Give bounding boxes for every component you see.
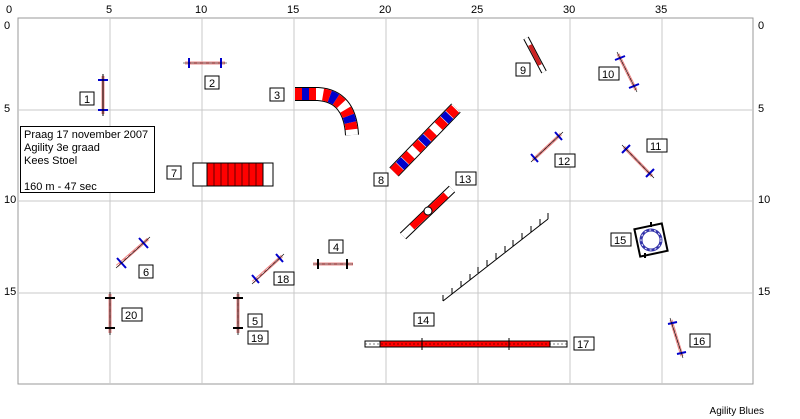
- x-tick-20: 20: [379, 4, 391, 16]
- svg-text:3: 3: [274, 90, 280, 102]
- x-tick-30: 30: [563, 4, 575, 16]
- x-tick-25: 25: [471, 4, 483, 16]
- svg-text:14: 14: [417, 315, 429, 327]
- label-3: 3: [269, 87, 285, 102]
- svg-text:18: 18: [277, 274, 289, 286]
- svg-text:8: 8: [378, 175, 384, 187]
- y-tick-left-10: 10: [4, 194, 16, 206]
- label-7: 7: [166, 165, 182, 180]
- jump-11: [621, 144, 655, 179]
- jump-9: [523, 36, 547, 74]
- x-tick-10: 10: [195, 4, 207, 16]
- label-12: 12: [554, 153, 576, 168]
- label-4: 4: [328, 239, 344, 254]
- svg-text:20: 20: [125, 310, 137, 322]
- label-11: 11: [646, 138, 668, 153]
- number-labels: 1 2 3 4 5 6 7 8 9 10 11 12 13 14 15 16 1…: [79, 62, 711, 351]
- judge-line: Kees Stoel: [24, 155, 78, 167]
- jump-18: [251, 253, 285, 285]
- svg-text:1: 1: [84, 94, 90, 106]
- svg-text:9: 9: [520, 65, 526, 77]
- y-tick-right-0: 0: [758, 20, 764, 32]
- y-tick-left-5: 5: [4, 103, 10, 115]
- y-tick-right-10: 10: [758, 194, 770, 206]
- jump-12: [530, 131, 564, 163]
- jump-16: [667, 317, 687, 359]
- label-8: 8: [373, 172, 389, 187]
- jump-6: [115, 236, 151, 269]
- grid: [18, 18, 753, 384]
- label-20: 20: [121, 307, 143, 322]
- x-tick-0: 0: [6, 4, 12, 16]
- weave-poles-14: [442, 213, 549, 302]
- event-line: Praag 17 november 2007: [24, 129, 149, 141]
- jump-10: [614, 51, 640, 93]
- y-ticks-right: 0 5 10 15: [758, 20, 770, 298]
- svg-text:6: 6: [143, 267, 149, 279]
- label-9: 9: [515, 62, 531, 77]
- label-19: 19: [247, 330, 269, 345]
- label-15: 15: [610, 232, 632, 247]
- y-tick-right-5: 5: [758, 103, 764, 115]
- svg-text:10: 10: [602, 69, 614, 81]
- label-14: 14: [413, 312, 435, 327]
- label-16: 16: [689, 333, 711, 348]
- y-ticks-left: 0 5 10 15: [4, 20, 16, 298]
- y-tick-left-15: 15: [4, 286, 16, 298]
- jump-1: [98, 74, 108, 116]
- svg-text:19: 19: [251, 333, 263, 345]
- label-10: 10: [598, 66, 620, 81]
- y-tick-right-15: 15: [758, 286, 770, 298]
- class-line: Agility 3e graad: [24, 142, 100, 154]
- svg-text:4: 4: [333, 242, 339, 254]
- svg-text:2: 2: [209, 78, 215, 90]
- length-time-line: 160 m - 47 sec: [24, 181, 97, 193]
- x-tick-15: 15: [287, 4, 299, 16]
- svg-text:16: 16: [693, 336, 705, 348]
- label-13: 13: [455, 171, 477, 186]
- tire-15: [633, 222, 669, 258]
- svg-text:7: 7: [171, 168, 177, 180]
- label-6: 6: [138, 264, 154, 279]
- jump-20: [105, 292, 115, 335]
- svg-text:17: 17: [577, 339, 589, 351]
- x-ticks: 0 5 10 15 20 25 30 35: [6, 4, 667, 16]
- footer-credit: Agility Blues: [709, 406, 764, 417]
- seesaw-13: [399, 185, 456, 240]
- svg-text:11: 11: [650, 141, 661, 153]
- jump-4: [313, 259, 353, 269]
- dogwalk-17: [364, 338, 568, 350]
- label-1: 1: [79, 91, 95, 106]
- tunnel-8: [389, 103, 461, 177]
- svg-text:15: 15: [614, 235, 626, 247]
- label-2: 2: [204, 75, 220, 90]
- x-tick-5: 5: [106, 4, 112, 16]
- label-17: 17: [573, 336, 595, 351]
- svg-text:12: 12: [558, 156, 570, 168]
- label-18: 18: [273, 271, 295, 286]
- tunnel-7: [192, 162, 274, 187]
- course-info-box: Praag 17 november 2007 Agility 3e graad …: [20, 126, 155, 193]
- x-tick-35: 35: [655, 4, 667, 16]
- tunnel-3: [295, 87, 359, 136]
- svg-text:13: 13: [459, 174, 471, 186]
- label-5: 5: [247, 313, 263, 328]
- svg-text:5: 5: [252, 316, 258, 328]
- y-tick-left-0: 0: [4, 20, 10, 32]
- jump-5-19: [233, 292, 243, 335]
- jump-2: [183, 58, 227, 68]
